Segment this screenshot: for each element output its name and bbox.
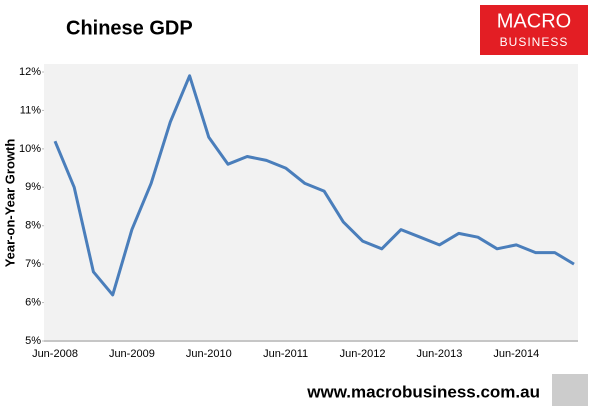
plot-area: [44, 64, 578, 342]
y-tick-label: 10%: [19, 143, 41, 155]
y-tick-label: 7%: [25, 258, 41, 270]
y-tick-label: 5%: [25, 335, 41, 347]
logo-box: [480, 5, 588, 55]
chart-title: Chinese GDP: [66, 17, 193, 39]
y-axis-label: Year-on-Year Growth: [2, 139, 17, 268]
y-tick-label: 8%: [25, 220, 41, 232]
y-tick-label: 12%: [19, 66, 41, 78]
x-tick-label: Jun-2012: [340, 348, 386, 360]
x-tick-label: Jun-2008: [32, 348, 78, 360]
x-tick-label: Jun-2011: [263, 348, 308, 360]
y-tick-label: 9%: [25, 181, 41, 193]
logo-text: MACRO: [497, 10, 571, 32]
x-tick-label: Jun-2014: [493, 348, 539, 360]
data-line: [53, 74, 575, 297]
logo-text: BUSINESS: [500, 35, 569, 49]
x-tick-label: Jun-2010: [186, 348, 232, 360]
logo-icon: [552, 374, 588, 406]
x-tick-label: Jun-2013: [417, 348, 463, 360]
x-tick-label: Jun-2009: [109, 348, 155, 360]
footer: www.macrobusiness.com.au: [306, 382, 540, 401]
y-tick-label: 6%: [25, 296, 41, 308]
y-tick-label: 11%: [20, 104, 41, 116]
